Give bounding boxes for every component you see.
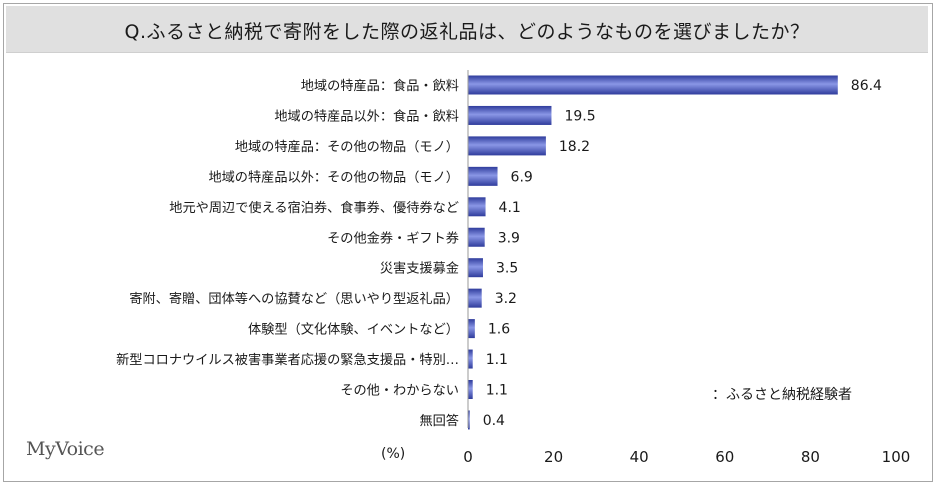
category-label: 災害支援募金 [380,261,459,277]
bar [468,319,475,339]
value-label: 0.4 [483,413,505,429]
value-label: 18.2 [559,139,590,155]
bar [468,288,482,308]
value-label: 19.5 [564,108,595,124]
category-label: 体験型（文化体験、イベントなど） [248,322,459,338]
value-label: 3.2 [495,291,517,307]
brand-logo: MyVoice [26,438,105,460]
value-label: 4.1 [499,200,521,216]
bar [468,75,838,95]
x-tick-label: 0 [463,448,473,466]
category-label: 無回答 [419,412,459,429]
x-tick-label: 100 [882,448,911,466]
category-label: その他金券・ギフト券 [327,230,459,246]
category-label: 地域の特産品：食品・飲料 [301,77,459,94]
x-tick-label: 80 [801,448,820,466]
category-label: 地域の特産品以外：食品・飲料 [274,107,459,124]
category-label: 地元や周辺で使える宿泊券、食事券、優待券など [169,199,459,216]
category-label: 寄附、寄贈、団体等への協賛など（思いやり型返礼品） [129,290,459,307]
bar [468,197,486,217]
bar [468,136,546,156]
bar [468,349,473,369]
value-label: 1.6 [488,322,510,338]
value-label: 1.1 [486,352,508,368]
category-label: その他・わからない [340,383,459,399]
category-label: 新型コロナウイルス被害事業者応援の緊急支援品・特別… [116,352,459,368]
bar [468,166,498,186]
category-label: 地域の特産品：その他の物品（モノ） [235,139,459,155]
value-label: 6.9 [511,169,533,185]
x-tick-label: 60 [715,448,734,466]
chart-title: Q.ふるさと納税で寄附をした際の返礼品は、どのようなものを選びましたか？ [124,21,810,43]
value-label: 3.9 [498,230,520,246]
respondent-note: ：ふるさと納税経験者 [712,387,852,403]
title-bar: Q.ふるさと納税で寄附をした際の返礼品は、どのようなものを選びましたか？ [6,6,928,53]
bar [468,258,483,278]
bar [468,380,473,399]
bar [468,227,485,247]
value-label: 1.1 [486,383,508,399]
x-tick-label: 40 [630,448,649,466]
value-label: 86.4 [851,78,882,94]
value-label: 3.5 [496,261,518,277]
category-label: 地域の特産品以外：その他の物品（モノ） [208,169,459,185]
bar [468,410,470,430]
bar [468,105,552,125]
x-tick-label: 20 [544,448,563,466]
unit-label: (%) [381,446,406,462]
